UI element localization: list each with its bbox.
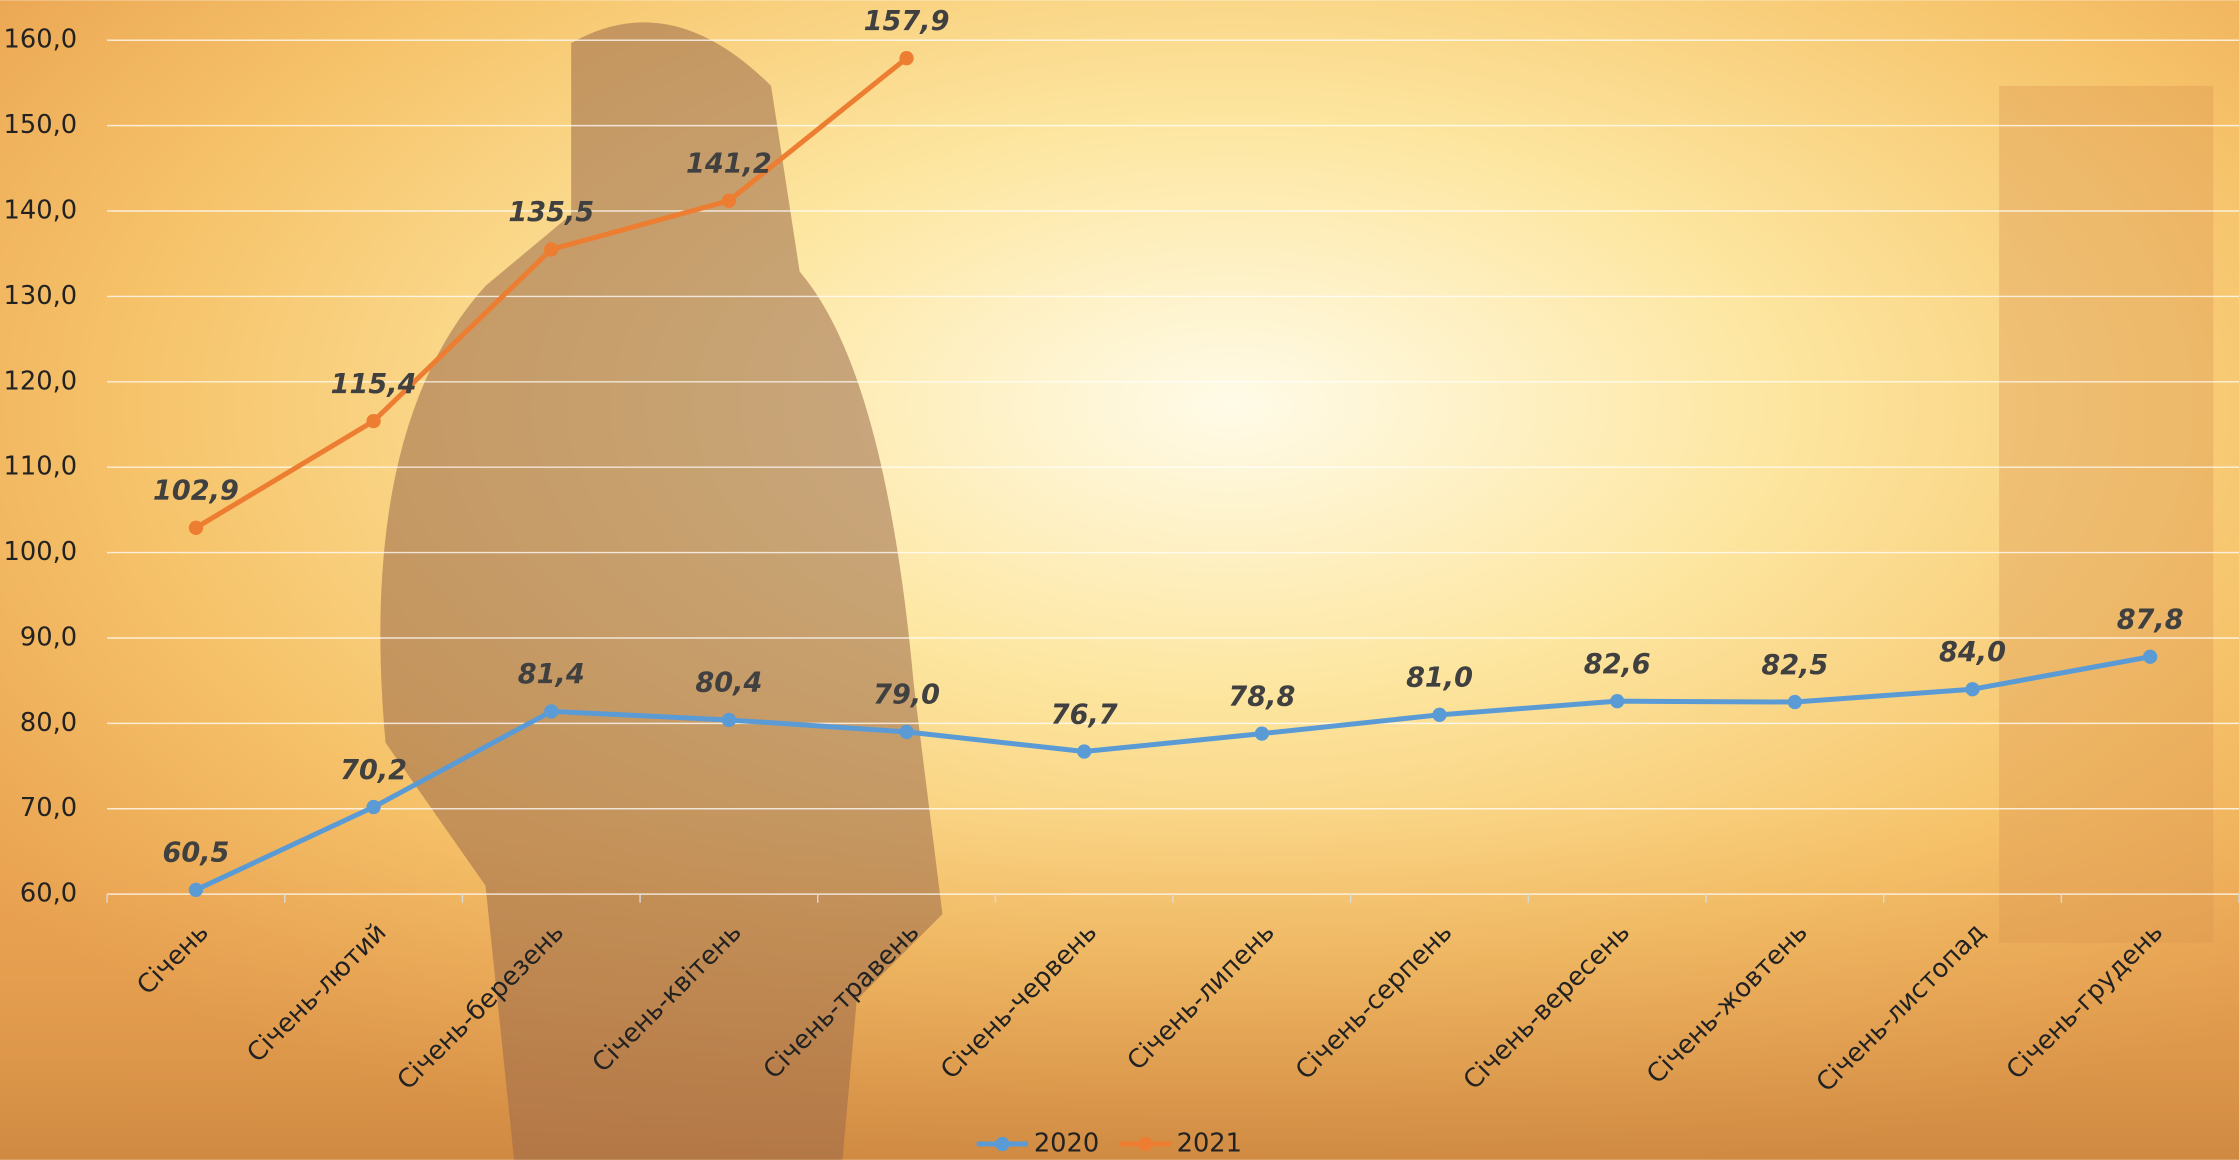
data-point [189,521,203,535]
data-label: 157,9 [864,6,950,37]
data-point [1610,694,1624,708]
y-tick-label: 90,0 [20,622,77,652]
data-point [1077,744,1091,758]
data-label: 135,5 [508,197,594,228]
data-label: 79,0 [873,680,940,711]
y-tick-label: 100,0 [4,537,78,567]
y-tick-label: 150,0 [4,110,78,140]
y-tick-label: 160,0 [4,25,78,55]
data-label: 60,5 [162,838,229,869]
y-tick-label: 120,0 [4,366,78,396]
data-point [189,883,203,897]
data-label: 84,0 [1939,637,2006,668]
data-point [2143,650,2157,664]
data-label: 81,4 [518,659,585,690]
legend-marker [1138,1137,1152,1151]
legend-label: 2021 [1177,1129,1242,1159]
y-tick-label: 110,0 [4,452,78,482]
data-point [1788,695,1802,709]
data-point [1255,726,1269,740]
y-tick-label: 60,0 [20,879,77,909]
data-point [544,704,558,718]
data-label: 82,5 [1761,650,1828,681]
data-label: 115,4 [331,369,417,400]
y-tick-label: 80,0 [20,708,77,738]
data-label: 82,6 [1584,649,1651,680]
data-label: 76,7 [1051,699,1118,730]
data-point [544,242,558,256]
page: 60,0 70,0 80,0 90,0 100,0 110,0 120,0 130,0 140,… [0,0,2239,1160]
background-structure [1999,86,2213,943]
chart: 60,0 70,0 80,0 90,0 100,0 110,0 120,0 130,0 140,… [0,0,2239,1160]
data-label: 80,4 [695,668,762,699]
data-point [1432,708,1446,722]
data-label: 102,9 [153,476,239,507]
data-point [1965,682,1979,696]
data-label: 141,2 [686,149,772,180]
y-tick-label: 130,0 [4,281,78,311]
data-label: 78,8 [1228,681,1295,712]
data-label: 70,2 [340,755,407,786]
y-tick-label: 70,0 [20,793,77,823]
data-point [366,800,380,814]
data-point [722,194,736,208]
legend-marker [995,1137,1009,1151]
data-label: 87,8 [2117,605,2184,636]
data-point [722,713,736,727]
data-label: 81,0 [1406,663,1473,694]
legend-label: 2020 [1034,1129,1099,1159]
data-point [899,725,913,739]
data-point [366,414,380,428]
y-tick-label: 140,0 [4,196,78,226]
data-point [899,51,913,65]
